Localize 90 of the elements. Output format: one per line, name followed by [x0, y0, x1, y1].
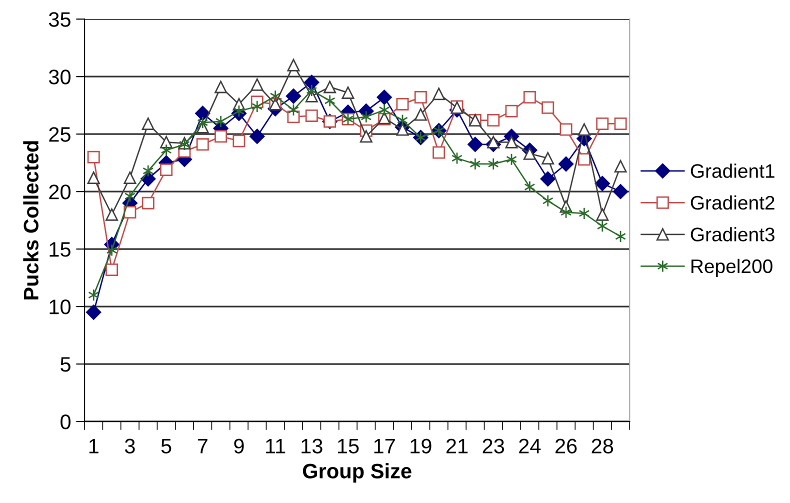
point: [432, 88, 446, 100]
point: [378, 104, 390, 116]
x-tick-label: 21: [446, 438, 468, 454]
point: [250, 78, 264, 91]
point: [232, 134, 246, 148]
y-tick-label: 5: [60, 357, 70, 372]
y-tick-label: 20: [49, 184, 71, 200]
y-tick-label: 15: [50, 242, 70, 257]
y-tick-label: 25: [49, 127, 70, 142]
point: [542, 152, 554, 164]
y-tick-label: 30: [48, 70, 71, 84]
y-axis-title: Pucks Collected: [23, 141, 38, 300]
point: [596, 208, 609, 221]
point: [614, 160, 627, 173]
x-tick-label: 9: [234, 438, 244, 454]
point: [287, 58, 300, 72]
x-tick-label: 26: [556, 438, 577, 454]
x-tick-label: 7: [198, 438, 208, 454]
point: [342, 86, 354, 99]
point: [197, 116, 208, 129]
point: [414, 108, 427, 121]
point: [142, 164, 154, 178]
x-tick-label: 5: [161, 438, 172, 454]
point: [396, 98, 409, 110]
point: [215, 115, 226, 128]
point: [160, 144, 172, 156]
point: [360, 110, 372, 124]
point: [87, 172, 100, 184]
point: [87, 150, 100, 164]
point: [252, 100, 263, 113]
x-axis-title: Group Size: [302, 463, 412, 483]
point: [396, 123, 409, 136]
point: [594, 176, 610, 192]
point: [195, 106, 210, 121]
point: [596, 220, 608, 232]
point: [270, 90, 281, 102]
point: [488, 158, 499, 170]
y-tick-label: 0: [60, 414, 71, 430]
legend-label: Repel200: [692, 258, 772, 277]
point: [432, 146, 446, 159]
point: [578, 207, 590, 220]
x-tick-label: 24: [519, 438, 541, 454]
point: [578, 123, 590, 136]
point: [88, 288, 100, 302]
point: [214, 130, 228, 143]
x-tick-label: 19: [410, 438, 432, 454]
point: [542, 194, 554, 208]
point: [505, 104, 518, 118]
point: [142, 196, 154, 210]
x-tick-label: 11: [266, 438, 286, 454]
point: [124, 206, 136, 219]
y-tick-label: 10: [50, 300, 71, 314]
point: [558, 156, 574, 172]
point: [106, 208, 118, 221]
x-tick-label: 1: [89, 438, 98, 454]
point: [487, 136, 500, 148]
point: [86, 304, 102, 320]
x-tick-label: 3: [124, 438, 135, 454]
point: [505, 136, 518, 148]
point: [196, 138, 209, 151]
point: [124, 172, 136, 184]
point: [524, 180, 536, 194]
point: [376, 90, 392, 105]
point: [612, 184, 628, 200]
x-tick-label: 28: [592, 438, 614, 454]
point: [286, 88, 302, 104]
point: [542, 101, 554, 114]
point: [214, 80, 228, 94]
point: [560, 123, 572, 136]
point: [523, 147, 536, 160]
point: [324, 80, 336, 94]
x-tick-label: 15: [338, 438, 359, 454]
x-tick-label: 23: [482, 438, 504, 454]
point: [360, 130, 372, 143]
legend-label: Gradient3: [690, 227, 774, 242]
y-tick-label: 35: [48, 12, 70, 27]
legend-label: Gradient1: [690, 164, 774, 178]
point: [324, 94, 336, 107]
legend-label: Gradient2: [690, 195, 774, 210]
x-tick-label: 13: [302, 438, 322, 454]
point: [306, 84, 318, 97]
point: [470, 158, 481, 170]
point: [468, 136, 483, 152]
point: [540, 171, 556, 186]
point: [142, 117, 154, 130]
point: [160, 163, 173, 176]
point: [250, 128, 265, 144]
point: [304, 74, 320, 90]
point: [106, 244, 118, 256]
x-tick-label: 17: [374, 438, 395, 454]
